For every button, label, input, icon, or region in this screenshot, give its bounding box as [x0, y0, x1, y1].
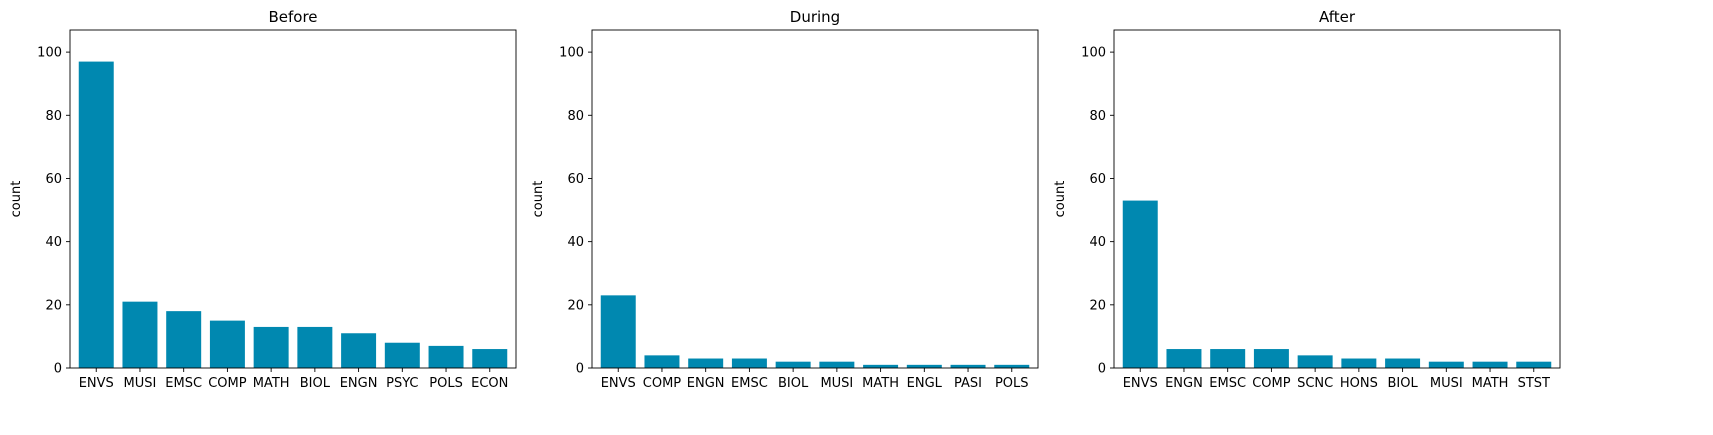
- y-tick-label: 80: [45, 109, 62, 124]
- x-tick-label: BIOL: [300, 376, 331, 391]
- y-tick-label: 100: [559, 46, 584, 61]
- bar-math: [253, 326, 289, 368]
- bar-engn: [341, 333, 377, 368]
- subplot-title: After: [1319, 8, 1356, 26]
- x-tick-label: EMSC: [1209, 376, 1246, 391]
- y-axis-label: count: [1053, 181, 1068, 218]
- x-tick-label: ENVS: [601, 376, 636, 391]
- x-tick-label: BIOL: [778, 376, 809, 391]
- x-tick-label: HONS: [1340, 376, 1378, 391]
- axes-frame: [1113, 29, 1561, 369]
- y-tick-label: 40: [45, 235, 62, 250]
- y-axis-label: count: [9, 181, 24, 218]
- axes-frame: [591, 29, 1039, 369]
- x-tick-label: BIOL: [1387, 376, 1418, 391]
- y-tick-label: 20: [1089, 298, 1106, 313]
- x-tick-label: ENGN: [340, 376, 378, 391]
- x-tick-label: POLS: [995, 376, 1029, 391]
- bar-emsc: [1210, 349, 1246, 368]
- axes-frame: [69, 29, 517, 369]
- x-tick-label: EMSC: [165, 376, 202, 391]
- bar-envs: [1122, 200, 1158, 368]
- bar-envs: [78, 61, 114, 369]
- x-tick-label: PASI: [954, 376, 982, 391]
- bar-musi: [122, 301, 158, 368]
- subplot-2: 0 20 40 60 80 100 ENVS COMP ENGN EMSC BIOL MUSI MATH…: [531, 8, 1039, 391]
- x-tick-label: ENVS: [1123, 376, 1158, 391]
- subplot-title: During: [790, 8, 840, 26]
- x-tick-label: PSYC: [386, 376, 418, 391]
- bar-hons: [1341, 358, 1377, 368]
- bar-biol: [1385, 358, 1421, 368]
- y-tick-label: 0: [1098, 362, 1106, 377]
- x-tick-label: ENVS: [79, 376, 114, 391]
- bar-envs: [600, 295, 636, 368]
- x-tick-label: MUSI: [1430, 376, 1463, 391]
- x-tick-label: SCNC: [1297, 376, 1333, 391]
- bar-pols: [994, 364, 1030, 368]
- bar-emsc: [731, 358, 767, 368]
- bar-math: [1472, 361, 1508, 368]
- bar-emsc: [166, 311, 202, 368]
- x-tick-label: MATH: [253, 376, 290, 391]
- y-tick-label: 40: [567, 235, 584, 250]
- x-tick-label: MATH: [1472, 376, 1509, 391]
- x-tick-label: ECON: [471, 376, 508, 391]
- bar-scnc: [1297, 355, 1333, 368]
- y-tick-label: 60: [45, 172, 62, 187]
- y-axis-label: count: [531, 181, 546, 218]
- bar-musi: [819, 361, 855, 368]
- bar-musi: [1428, 361, 1464, 368]
- bar-psyc: [384, 342, 420, 368]
- x-tick-label: MATH: [862, 376, 899, 391]
- y-tick-label: 60: [1089, 172, 1106, 187]
- subplot-title: Before: [268, 8, 317, 26]
- x-tick-label: ENGN: [687, 376, 725, 391]
- y-tick-label: 0: [576, 362, 584, 377]
- x-tick-label: MUSI: [820, 376, 853, 391]
- y-tick-label: 80: [1089, 109, 1106, 124]
- bar-pasi: [950, 364, 986, 368]
- bar-pols: [428, 345, 464, 368]
- y-tick-label: 100: [1081, 46, 1106, 61]
- x-tick-label: ENGL: [907, 376, 943, 391]
- bar-comp: [1253, 349, 1289, 368]
- x-tick-label: EMSC: [731, 376, 768, 391]
- y-tick-label: 20: [45, 298, 62, 313]
- bar-engn: [688, 358, 724, 368]
- bar-econ: [472, 349, 508, 368]
- x-tick-label: ENGN: [1165, 376, 1203, 391]
- y-tick-label: 100: [37, 46, 62, 61]
- y-tick-label: 20: [567, 298, 584, 313]
- x-tick-label: POLS: [429, 376, 463, 391]
- y-tick-label: 80: [567, 109, 584, 124]
- bar-engn: [1166, 349, 1202, 368]
- subplot-3: 0 20 40 60 80 100 ENVS ENGN EMSC COMP SCNC HONS BIOL…: [1053, 8, 1561, 391]
- bar-math: [863, 364, 899, 368]
- y-tick-label: 40: [1089, 235, 1106, 250]
- x-tick-label: MUSI: [124, 376, 157, 391]
- x-tick-label: COMP: [1252, 376, 1291, 391]
- bar-biol: [775, 361, 811, 368]
- bar-comp: [209, 320, 245, 368]
- x-tick-label: STST: [1518, 376, 1550, 391]
- bar-engl: [906, 364, 942, 368]
- bar-stst: [1516, 361, 1552, 368]
- x-tick-label: COMP: [643, 376, 682, 391]
- bar-comp: [644, 355, 680, 368]
- y-tick-label: 60: [567, 172, 584, 187]
- bar-biol: [297, 326, 333, 368]
- x-tick-label: COMP: [208, 376, 247, 391]
- y-tick-label: 0: [54, 362, 62, 377]
- subplot-1: 0 20 40 60 80 100 ENVS MUSI EMSC COMP MATH BIOL ENGN…: [9, 8, 517, 391]
